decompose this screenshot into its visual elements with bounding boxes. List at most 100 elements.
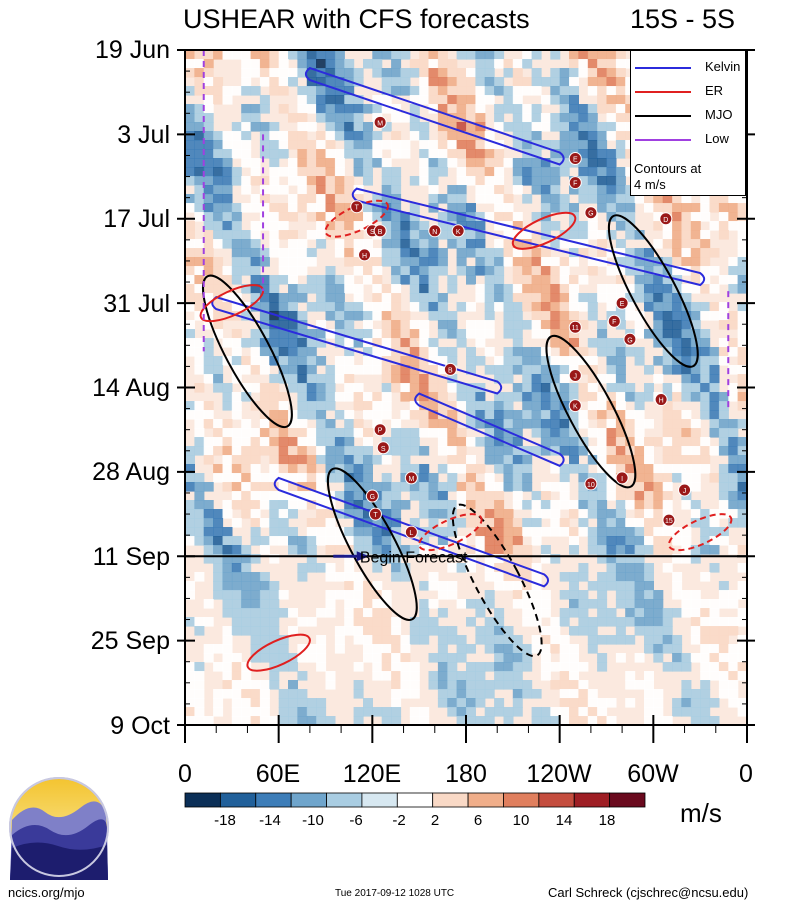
heatmap-cell <box>475 50 486 60</box>
heatmap-cell <box>522 257 533 267</box>
heatmap-cell <box>728 212 739 222</box>
heatmap-cell <box>737 248 747 258</box>
heatmap-cell <box>278 356 289 366</box>
heatmap-cell <box>353 509 364 519</box>
heatmap-cell <box>681 419 692 429</box>
heatmap-cell <box>325 527 336 537</box>
heatmap-cell <box>597 437 608 447</box>
heatmap-cell <box>334 131 345 141</box>
heatmap-cell <box>288 455 298 465</box>
heatmap-cell <box>428 311 439 321</box>
heatmap-cell <box>597 284 608 294</box>
heatmap-cell <box>372 617 383 627</box>
heatmap-cell <box>325 77 336 87</box>
heatmap-cell <box>597 662 608 672</box>
heatmap-cell <box>222 50 233 60</box>
heatmap-cell <box>325 365 336 375</box>
heatmap-cell <box>512 275 523 285</box>
heatmap-cell <box>522 86 533 96</box>
y-tick-label: 11 Sep <box>92 543 170 571</box>
heatmap-cell <box>597 716 608 725</box>
heatmap-cell <box>634 248 645 258</box>
heatmap-cell <box>512 176 523 186</box>
heatmap-cell <box>615 626 626 636</box>
heatmap-cell <box>475 131 486 141</box>
heatmap-cell <box>475 491 486 501</box>
heatmap-cell <box>222 689 233 699</box>
heatmap-cell <box>625 527 636 537</box>
heatmap-cell <box>606 176 617 186</box>
heatmap-cell <box>634 500 645 510</box>
heatmap-cell <box>662 563 673 573</box>
heatmap-cell <box>681 410 692 420</box>
heatmap-cell <box>466 392 476 402</box>
heatmap-cell <box>587 446 598 456</box>
heatmap-cell <box>344 239 355 249</box>
heatmap-cell <box>278 311 289 321</box>
heatmap-cell <box>559 356 570 366</box>
heatmap-cell <box>203 167 214 177</box>
heatmap-cell <box>606 185 617 195</box>
heatmap-cell <box>606 374 617 384</box>
heatmap-cell <box>494 50 505 60</box>
heatmap-cell <box>672 707 683 717</box>
storm-marker-dot <box>443 362 457 376</box>
heatmap-cell <box>391 50 402 60</box>
heatmap-cell <box>531 509 542 519</box>
heatmap-cell <box>409 689 420 699</box>
heatmap-cell <box>344 383 355 393</box>
heatmap-cell <box>185 329 195 339</box>
heatmap-cell <box>662 617 673 627</box>
heatmap-cell <box>531 122 542 132</box>
heatmap-cell <box>503 464 514 474</box>
heatmap-cell <box>194 716 205 725</box>
heatmap-cell <box>615 563 626 573</box>
heatmap-cell <box>597 455 608 465</box>
heatmap-cell <box>372 536 383 546</box>
heatmap-cell <box>213 275 224 285</box>
heatmap-cell <box>578 410 589 420</box>
storm-marker-label: 11 <box>572 325 579 332</box>
heatmap-cell <box>484 554 495 564</box>
heatmap-cell <box>550 122 561 132</box>
heatmap-cell <box>559 320 570 330</box>
heatmap-cell <box>672 311 683 321</box>
heatmap-cell <box>259 275 270 285</box>
heatmap-cell <box>644 491 654 501</box>
heatmap-cell <box>363 311 373 321</box>
heatmap-cell <box>615 239 626 249</box>
heatmap-cell <box>203 50 214 60</box>
heatmap-cell <box>372 68 383 78</box>
heatmap-cell <box>381 545 392 555</box>
heatmap-cell <box>653 356 664 366</box>
heatmap-cell <box>306 329 317 339</box>
heatmap-cell <box>344 599 355 609</box>
heatmap-cell <box>484 527 495 537</box>
heatmap-cell <box>540 635 551 645</box>
footer-url: ncics.org/mjo <box>8 885 85 900</box>
heatmap-cell <box>381 311 392 321</box>
heatmap-cell <box>709 671 720 681</box>
heatmap-cell <box>718 428 729 438</box>
heatmap-cell <box>531 239 542 249</box>
heatmap-cell <box>681 680 692 690</box>
heatmap-cell <box>391 59 402 69</box>
heatmap-cell <box>241 500 252 510</box>
heatmap-cell <box>213 311 224 321</box>
heatmap-cell <box>681 293 692 303</box>
heatmap-cell <box>531 293 542 303</box>
heatmap-cell <box>297 563 308 573</box>
legend-entry-er: ER <box>635 83 745 103</box>
heatmap-cell <box>700 689 711 699</box>
heatmap-cell <box>737 419 747 429</box>
heatmap-cell <box>662 644 673 654</box>
heatmap-cell <box>737 374 747 384</box>
heatmap-cell <box>213 464 224 474</box>
heatmap-cell <box>344 338 355 348</box>
heatmap-cell <box>259 707 270 717</box>
heatmap-cell <box>587 230 598 240</box>
heatmap-cell <box>400 635 411 645</box>
heatmap-cell <box>334 212 345 222</box>
heatmap-cell <box>512 59 523 69</box>
heatmap-cell <box>334 194 345 204</box>
